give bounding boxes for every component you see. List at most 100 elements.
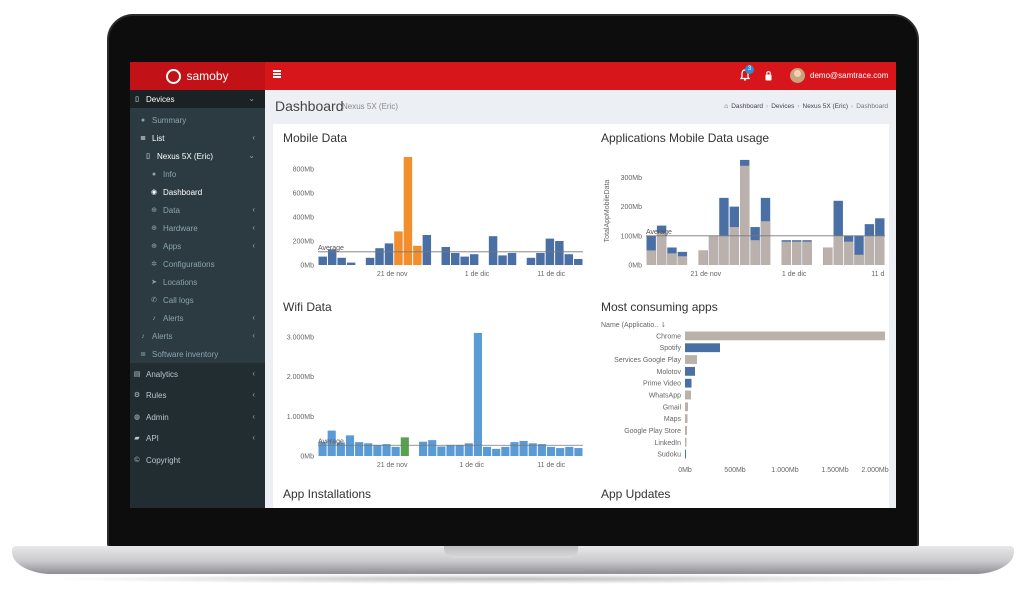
bar-gray (875, 235, 885, 265)
app-name-label: Sudoku (657, 452, 681, 459)
sidebar-item-alerts[interactable]: ♪ Alerts ‹ (130, 327, 265, 345)
sidebar-item-api[interactable]: ▰ API ‹ (130, 429, 265, 447)
lock-icon[interactable] (765, 70, 772, 81)
sidebar-item-label: Data (163, 205, 180, 215)
sidebar-item-devices[interactable]: ▯ Devices ⌄ (130, 90, 265, 108)
bar (537, 444, 546, 456)
menu-toggle-icon[interactable] (273, 70, 281, 78)
logo[interactable]: samoby (130, 62, 265, 90)
sidebar-item-device-alerts[interactable]: ♪ Alerts ‹ (130, 309, 265, 327)
bar-blue (854, 235, 864, 265)
bar-gray (646, 250, 656, 265)
bar (400, 437, 409, 456)
sidebar-item-admin[interactable]: ◍ Admin ‹ (130, 408, 265, 426)
breadcrumb-item[interactable]: Dashboard (731, 103, 764, 110)
sidebar-item-hardware[interactable]: ⊕ Hardware ‹ (130, 219, 265, 237)
app-bar (685, 343, 720, 353)
eye-icon: ◉ (150, 189, 158, 196)
bar-gray (791, 241, 802, 265)
bar-blue (719, 197, 729, 265)
bar (336, 442, 345, 456)
bar-gray (656, 232, 667, 265)
bar (482, 446, 492, 456)
bar (526, 257, 536, 265)
bar (318, 442, 327, 456)
x-tick-label: 11 d (871, 271, 884, 278)
apps-mobile-usage-svg: 0Mb 100Mb 200Mb 300Mb Average 21 de nov 1 de d… (604, 159, 885, 278)
sidebar-item-locations[interactable]: ➤ Locations (130, 273, 265, 291)
average-label: Average (318, 245, 344, 252)
avatar[interactable] (790, 68, 805, 83)
bar-gray (677, 256, 688, 265)
dashboard-panel: Mobile Data Applications Mobile Data usa… (273, 124, 889, 508)
app-name-label: Services Google Play (614, 357, 681, 364)
bar (384, 243, 394, 265)
sidebar-item-summary[interactable]: ● Summary (130, 111, 265, 129)
y-tick-label: 300Mb (621, 175, 643, 182)
breadcrumb-item[interactable]: Devices (771, 103, 795, 110)
app-bar (685, 437, 687, 447)
sidebar-item-nexus-5x[interactable]: ▯ Nexus 5X (Eric) ⌄ (130, 147, 265, 165)
bar (455, 444, 464, 456)
mobile-data-svg: 0Mb 200Mb 400Mb 600Mb 800Mb Average 21 de nov 1… (293, 157, 583, 278)
copyright-icon: © (134, 456, 140, 464)
y-tick-label: 800Mb (293, 167, 315, 174)
bar (492, 448, 501, 456)
bar (419, 441, 428, 456)
x-tick-label: 2.000Mb (861, 467, 888, 474)
sidebar-item-label: Dashboard (163, 187, 203, 197)
sidebar-item-software-inventory[interactable]: ≣ Software inventory (130, 345, 265, 363)
app-installations-title: App Installations (283, 487, 372, 501)
sidebar-item-configurations[interactable]: ✲ Configurations (130, 255, 265, 273)
sidebar-item-copyright[interactable]: © Copyright (130, 451, 265, 469)
sidebar-item-data[interactable]: ⊕ Data ‹ (130, 201, 265, 219)
mobile-data-title: Mobile Data (283, 131, 348, 145)
sidebar-item-label: Locations (163, 277, 198, 287)
sidebar-item-call-logs[interactable]: ✆ Call logs (130, 291, 265, 309)
sidebar-item-list[interactable]: ≣ List ‹ (130, 129, 265, 147)
app-updates-title: App Updates (601, 487, 671, 501)
laptop-shadow (40, 574, 984, 584)
x-tick-label: 21 de nov (377, 271, 408, 278)
average-label: Average (318, 438, 344, 445)
bar (364, 443, 373, 456)
bar (507, 253, 517, 265)
chevron-left-icon: ‹ (252, 313, 255, 322)
brand-name: samoby (186, 69, 229, 83)
y-tick-label: 0Mb (628, 263, 642, 270)
sidebar-item-info[interactable]: ● Info (130, 165, 265, 183)
sidebar-item-analytics[interactable]: ▤ Analytics ‹ (130, 365, 265, 383)
bar-gray (729, 227, 740, 265)
app-name-label: LinkedIn (655, 440, 682, 447)
user-email[interactable]: demo@samtrace.com (810, 71, 889, 80)
sidebar-item-label: Configurations (163, 259, 215, 269)
page-title: Dashboard (275, 98, 344, 114)
sidebar-item-dashboard[interactable]: ◉ Dashboard (130, 183, 265, 201)
average-label: Average (646, 229, 672, 236)
app-name-label: Chrome (656, 333, 681, 340)
app-bar (685, 378, 692, 388)
breadcrumb: ⌂ Dashboard › Devices › Nexus 5X (Eric) … (724, 103, 888, 110)
bell-icon: ♪ (152, 314, 156, 322)
bar-gray (667, 253, 677, 265)
sidebar-item-rules[interactable]: ⚙ Rules ‹ (130, 386, 265, 404)
y-tick-label: 0Mb (300, 454, 314, 461)
most-consuming-title: Most consuming apps (601, 300, 718, 314)
chevron-left-icon: ‹ (252, 433, 255, 442)
bar (428, 440, 437, 456)
sidebar-item-label: Call logs (163, 295, 194, 305)
notifications-badge: 3 (745, 65, 754, 74)
sidebar-item-apps[interactable]: ⊕ Apps ‹ (130, 237, 265, 255)
bar (574, 448, 583, 456)
bar (373, 444, 382, 456)
bar (365, 257, 375, 265)
bar (327, 430, 336, 456)
sidebar-item-label: Alerts (152, 331, 173, 341)
sidebar-item-label: Apps (163, 241, 182, 251)
breadcrumb-item[interactable]: Nexus 5X (Eric) (802, 103, 849, 110)
bar-gray (750, 240, 760, 265)
sidebar-item-label: Devices (146, 94, 175, 104)
bar (498, 255, 507, 265)
bar-gray (740, 165, 750, 265)
plus-circle-icon: ⊕ (151, 207, 157, 214)
